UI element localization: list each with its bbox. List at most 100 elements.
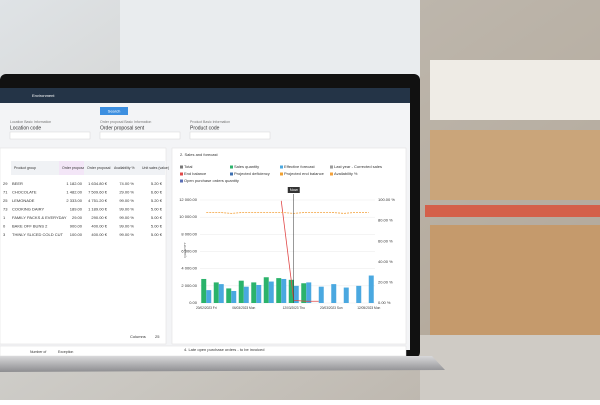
legend-swatch <box>180 172 183 176</box>
top-bar <box>0 88 410 103</box>
cell: 900.00 <box>70 224 83 229</box>
legend-label[interactable]: Projected deficiency <box>234 171 270 176</box>
cell: 99.00 % <box>119 224 134 229</box>
legend-swatch <box>180 165 183 169</box>
y-tick-label: 10 000.00 <box>179 214 198 219</box>
chart-title: 2. Sales and forecast <box>180 152 218 157</box>
header-cell <box>84 161 111 175</box>
cell: 1 <box>3 215 6 220</box>
legend-label[interactable]: Open purchase orders quantity <box>184 178 239 183</box>
bar <box>213 282 219 303</box>
legend-swatch <box>230 165 233 169</box>
cell: 5.20 € <box>151 198 163 203</box>
bar <box>301 283 307 303</box>
line <box>280 200 319 302</box>
cell: 290.00 € <box>91 215 107 220</box>
y2-tick-label: 40.00 % <box>378 259 393 264</box>
menu[interactable]: Environment <box>32 93 55 98</box>
filter-label: Order proposal sent <box>100 125 145 131</box>
cell: 7 509.60 € <box>88 190 108 195</box>
search-button[interactable] <box>100 107 128 115</box>
cell: 4 751.20 € <box>88 198 108 203</box>
bar <box>356 285 362 303</box>
bar <box>281 278 287 303</box>
legend-swatch <box>330 172 333 176</box>
legend-label[interactable]: End balance <box>184 171 207 176</box>
cell: 5.20 € <box>151 181 163 186</box>
legend-swatch <box>280 165 283 169</box>
cell: 25 <box>3 198 8 203</box>
cell: 5.00 € <box>151 232 163 237</box>
legend-label[interactable]: Sales quantity <box>234 164 259 169</box>
cell: BAKE OFF BUNS 2 <box>12 224 48 229</box>
header-cell <box>11 161 59 175</box>
filter-input[interactable] <box>9 131 91 140</box>
y-tick-label: 8 000.00 <box>181 231 197 236</box>
bar <box>263 277 269 303</box>
filter-input[interactable] <box>99 131 181 140</box>
legend-label[interactable]: Availability % <box>334 171 358 176</box>
legend-swatch <box>330 165 333 169</box>
cell: 99.00 % <box>119 198 134 203</box>
column-header: Product group <box>14 166 36 170</box>
cell: CHOCOLATE <box>12 190 37 195</box>
now-badge <box>287 187 300 193</box>
cell: 5.00 € <box>151 207 163 212</box>
y2-tick-label: 100.00 % <box>378 197 395 202</box>
cell: 1 189.00 € <box>88 207 108 212</box>
legend-label[interactable]: Effective forecast <box>284 164 315 169</box>
search-label: Search <box>108 109 121 114</box>
x-tick-label: 06/03/2023 Mon <box>232 306 255 310</box>
bottom-panel <box>0 345 407 357</box>
cell: 3 <box>3 232 6 237</box>
now-label: Now <box>290 187 298 192</box>
page-size: 25 <box>155 334 160 339</box>
bar <box>218 284 224 303</box>
cell: 29.00 % <box>119 190 134 195</box>
cell: 5.00 € <box>151 215 163 220</box>
y-tick-label: 12 000.00 <box>179 197 198 202</box>
x-tick-label: 12/05/2023 Mon <box>357 306 380 310</box>
table-panel <box>0 147 167 345</box>
legend-label[interactable]: Projected end balance <box>284 171 325 176</box>
cell: 6.60 € <box>151 190 163 195</box>
legend-label[interactable]: Total <box>184 164 193 169</box>
cell: 400.00 € <box>91 224 107 229</box>
cell: 99.00 % <box>119 232 134 237</box>
bar <box>256 284 262 303</box>
cell: 73 <box>3 207 8 212</box>
filter-group: Location Basic Information <box>10 120 51 124</box>
y2-tick-label: 80.00 % <box>378 218 393 223</box>
cell: 1 634.80 € <box>88 181 108 186</box>
cell: 29 <box>3 181 8 186</box>
bottom-panel-title: 4. Late open purchase orders - to be inv… <box>184 347 265 352</box>
cell: 29.00 <box>72 215 83 220</box>
y-tick-label: 2 000.00 <box>181 283 197 288</box>
x-tick-label: 12/03/2023 Thu <box>283 306 306 310</box>
y-axis-title: QUANTITY <box>183 242 187 257</box>
filter-group: Order proposal Basic Information <box>100 120 151 124</box>
line <box>206 211 369 214</box>
cell: 1 182.00 <box>66 181 82 186</box>
header-cell <box>139 161 165 175</box>
header-cell <box>111 161 139 175</box>
bar <box>331 284 337 303</box>
bar <box>288 279 294 303</box>
cell: 5.00 € <box>151 224 163 229</box>
cell: 0 <box>3 224 6 229</box>
legend-label[interactable]: Last year - Corrected sales <box>334 164 382 169</box>
bar <box>243 286 249 303</box>
cell: THINLY SLICED COLD CUT <box>12 232 64 237</box>
column-header: Order proposal <box>62 166 86 170</box>
bar <box>268 281 274 303</box>
legend-swatch <box>180 179 183 183</box>
bar <box>318 286 324 303</box>
cell: 100.00 <box>70 232 83 237</box>
cell: 189.00 <box>70 207 83 212</box>
header-cell <box>59 161 84 175</box>
filter-input[interactable] <box>189 131 271 140</box>
y2-tick-label: 20.00 % <box>378 279 393 284</box>
